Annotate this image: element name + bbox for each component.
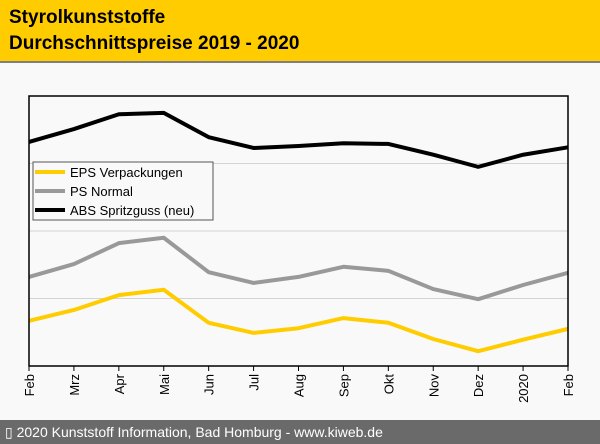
chart-header: Styrolkunststoffe Durchschnittspreise 20… [0,0,600,63]
x-tick-label: Nov [426,374,441,398]
x-tick-label: Jun [202,374,217,395]
legend-label: ABS Spritzguss (neu) [70,203,194,218]
x-tick-label: Aug [292,374,307,397]
series-line-1 [28,235,569,302]
x-tick-label: Jul [247,374,262,391]
x-tick-label: Dez [471,374,486,397]
x-tick-label: Feb [22,374,37,396]
x-axis-ticks: Feb Mrz Apr Mai Jun Jul Aug Sep Okt Nov Dez 2020 Feb [22,366,576,403]
x-tick-label: Okt [381,374,396,395]
series-lines [28,110,569,354]
x-tick-label: Mai [157,374,172,395]
legend-label: EPS Verpackungen [70,165,183,180]
x-tick-label: Apr [112,373,127,394]
copyright-text: ▯ 2020 Kunststoff Information, Bad Hombu… [5,424,383,440]
x-tick-label: 2020 [516,374,531,403]
legend-label: PS Normal [70,184,133,199]
chart-title-line1: Styrolkunststoffe [9,7,166,28]
x-tick-label: Feb [561,374,576,396]
chart-title-line2: Durchschnittspreise 2019 - 2020 [9,33,300,54]
legend: EPS Verpackungen PS Normal ABS Spritzguss … [32,161,214,221]
series-line-2 [28,110,569,169]
x-tick-label: Sep [336,374,351,397]
x-tick-label: Mrz [67,374,82,396]
copyright-footer: ▯ 2020 Kunststoff Information, Bad Hombu… [0,420,600,444]
